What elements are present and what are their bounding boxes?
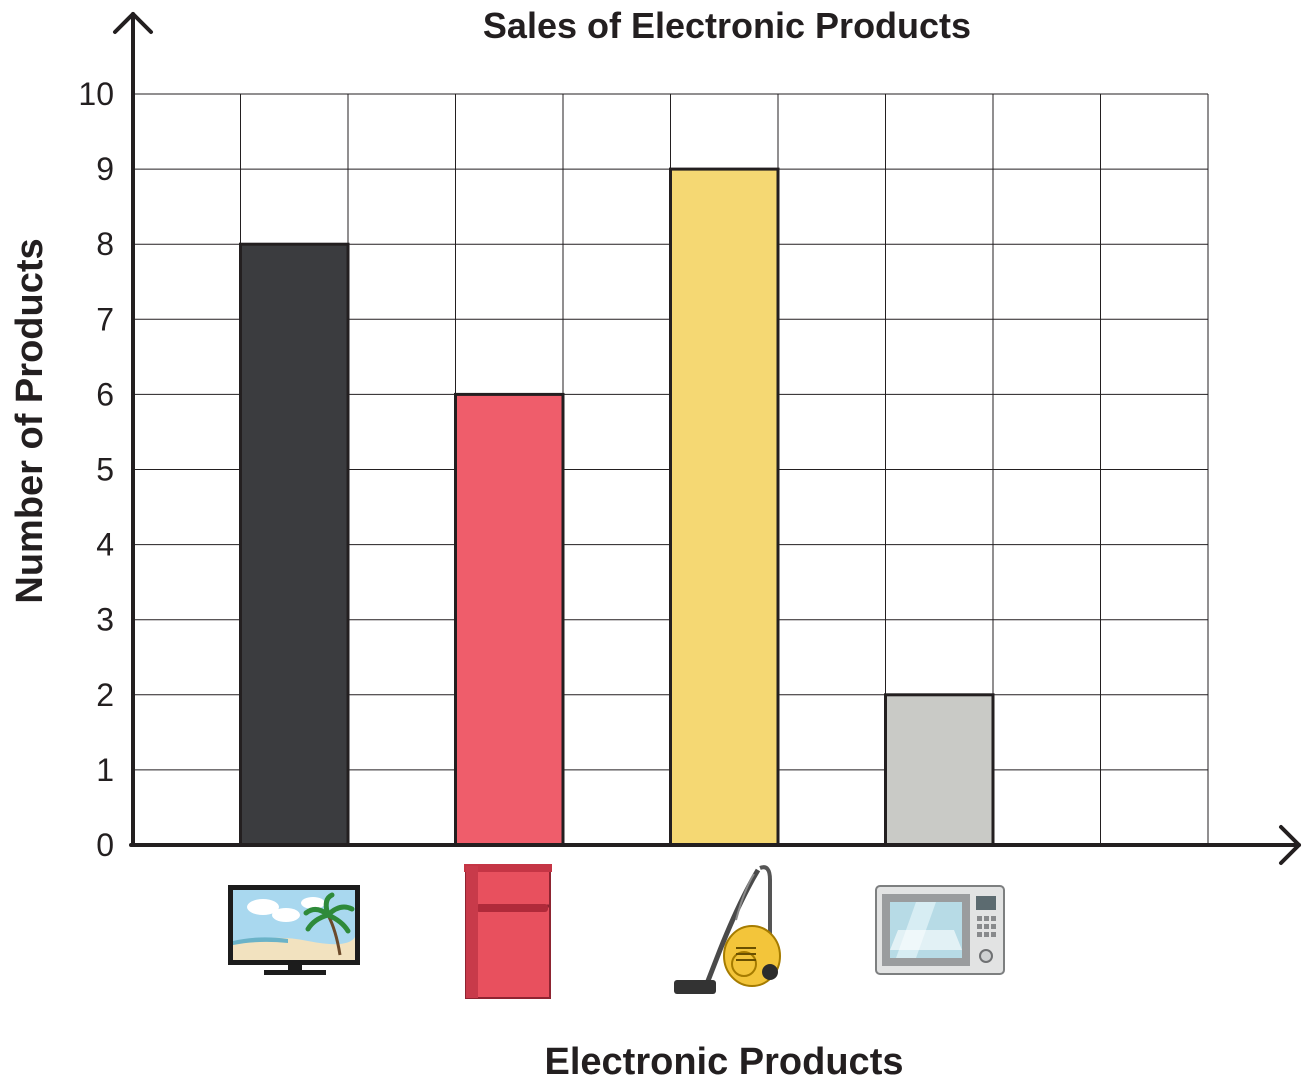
y-tick-label: 6 xyxy=(96,376,114,412)
bar-microwave-oven xyxy=(884,693,995,847)
y-tick-label: 2 xyxy=(96,677,114,713)
x-axis-title: Electronic Products xyxy=(545,1041,904,1079)
bar-vacuum-cleaner xyxy=(669,167,780,847)
bars xyxy=(239,167,995,847)
x-axis-arrowhead xyxy=(1279,825,1301,865)
y-tick-label: 9 xyxy=(96,151,114,187)
bar-television xyxy=(239,242,350,847)
y-tick-label: 5 xyxy=(96,452,114,488)
chart-title: Sales of Electronic Products xyxy=(483,5,971,46)
y-tick-label: 8 xyxy=(96,226,114,262)
bar-refrigerator xyxy=(454,392,565,847)
vacuum-icon xyxy=(674,865,781,994)
y-tick-labels: 0 1 2 3 4 5 6 7 8 9 10 xyxy=(78,76,114,863)
y-tick-label: 7 xyxy=(96,301,114,337)
tv-icon xyxy=(228,885,360,975)
y-axis-arrowhead xyxy=(113,12,153,34)
y-tick-label: 1 xyxy=(96,752,114,788)
fridge-icon xyxy=(464,864,552,999)
y-axis-title: Number of Products xyxy=(9,238,51,603)
axes xyxy=(113,12,1301,865)
y-tick-label: 10 xyxy=(78,76,114,112)
y-tick-label: 0 xyxy=(96,827,114,863)
y-tick-label: 4 xyxy=(96,527,114,563)
microwave-icon xyxy=(875,885,1005,975)
y-tick-label: 3 xyxy=(96,602,114,638)
